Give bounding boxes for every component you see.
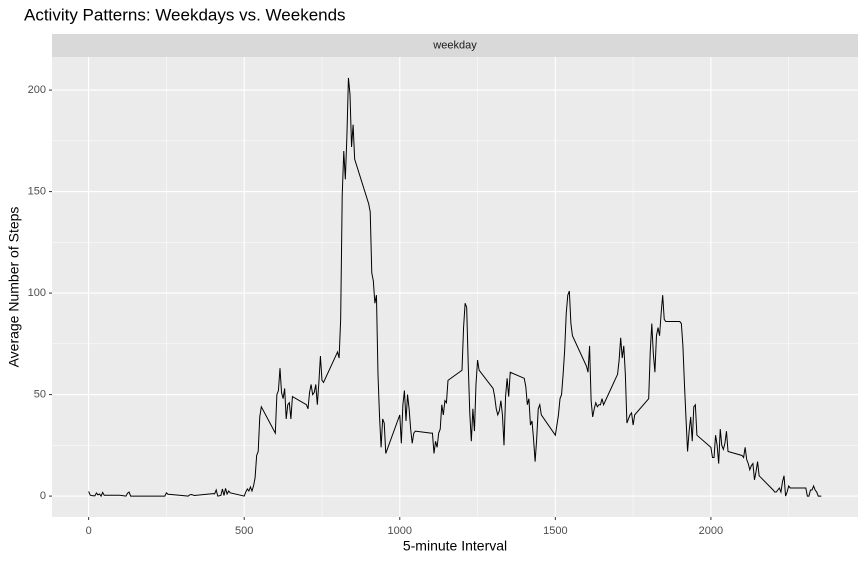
y-tick-label: 150 — [28, 185, 46, 197]
data-line — [88, 77, 822, 498]
x-tick-label: 1000 — [388, 525, 412, 537]
y-tick-label: 50 — [34, 388, 46, 400]
y-axis-title: Average Number of Steps — [6, 207, 22, 368]
x-tick-label: 0 — [86, 525, 92, 537]
facet-strip — [52, 34, 858, 57]
y-tick-label: 0 — [40, 490, 46, 502]
x-axis-title: 5-minute Interval — [403, 538, 507, 554]
chart-title: Activity Patterns: Weekdays vs. Weekends — [24, 5, 346, 24]
x-tick-label: 500 — [235, 525, 253, 537]
x-tick-label: 1500 — [543, 525, 567, 537]
panel — [52, 57, 858, 517]
x-tick-label: 2000 — [699, 525, 723, 537]
y-tick-label: 200 — [28, 84, 46, 96]
y-tick-label: 100 — [28, 287, 46, 299]
facet-label: weekday — [432, 39, 477, 51]
